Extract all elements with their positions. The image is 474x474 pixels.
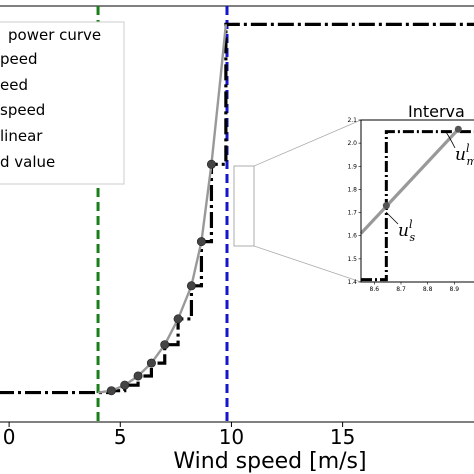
inset-background [361,120,474,282]
annotation-us: ul s [398,218,415,244]
inset-y-tick-label: 1.5 [347,256,357,263]
x-tick-label: 0 [3,425,16,449]
data-point [206,159,216,169]
inset-x-tick-label: 8.7 [396,286,406,293]
annotation-um-arrow [445,131,456,149]
data-point [196,237,206,247]
legend-entry: peed [0,50,38,68]
annotation-um: ulm [455,142,474,168]
data-point [146,358,156,368]
main-plot-frame [0,5,474,423]
inset-y-tick-label: 1.7 [347,210,357,217]
legend-entry: linear [0,127,43,145]
inset-y-tick-label: 1.8 [347,186,357,193]
data-point [106,386,116,396]
inset-x-tick-label: 8.9 [450,286,460,293]
zoom-connector-top [253,119,362,167]
annotation-sub: s [409,231,415,244]
inset-y-tick-label: 2.1 [347,117,357,124]
legend-entry: speed [0,101,45,119]
data-point [186,281,196,291]
legend-entry: d value [0,153,55,171]
annotation-base: u [455,145,466,165]
annotation-sup: l [409,218,413,231]
annotation-us-arrow [385,211,399,225]
annotation-sub: m [466,155,474,168]
legend: power curve peed eed speed linear d valu… [0,26,101,171]
inset-frame [360,119,474,283]
inset-point [382,202,390,210]
annotation-sup: l [466,142,470,155]
inset-linear-line [359,128,460,235]
x-tick-label: 15 [330,425,355,449]
inset-point [454,125,462,133]
zoom-region-box [233,165,255,247]
data-point [160,340,170,350]
x-tick-label: 5 [114,425,127,449]
inset-title: Interva [408,102,465,121]
x-axis-label: Wind speed [m/s] [173,449,366,474]
data-point [120,380,130,390]
inset-x-tick-label: 8.8 [423,286,433,293]
annotation-base: u [398,221,409,241]
inset-y-tick-label: 2.0 [347,140,357,147]
legend-entry: power curve [8,26,101,44]
inset-y-tick-label: 1.9 [347,163,357,170]
data-point [133,371,143,381]
inset-y-tick-label: 1.4 [347,279,357,286]
series-step-line [0,22,474,395]
legend-box [0,21,125,185]
data-point [173,314,183,324]
inset-x-tick-label: 8.6 [370,286,380,293]
inset-y-tick-label: 1.6 [347,233,357,240]
zoom-connector-bottom [253,245,362,283]
legend-entry: eed [0,76,28,94]
x-tick-label: 10 [219,425,244,449]
